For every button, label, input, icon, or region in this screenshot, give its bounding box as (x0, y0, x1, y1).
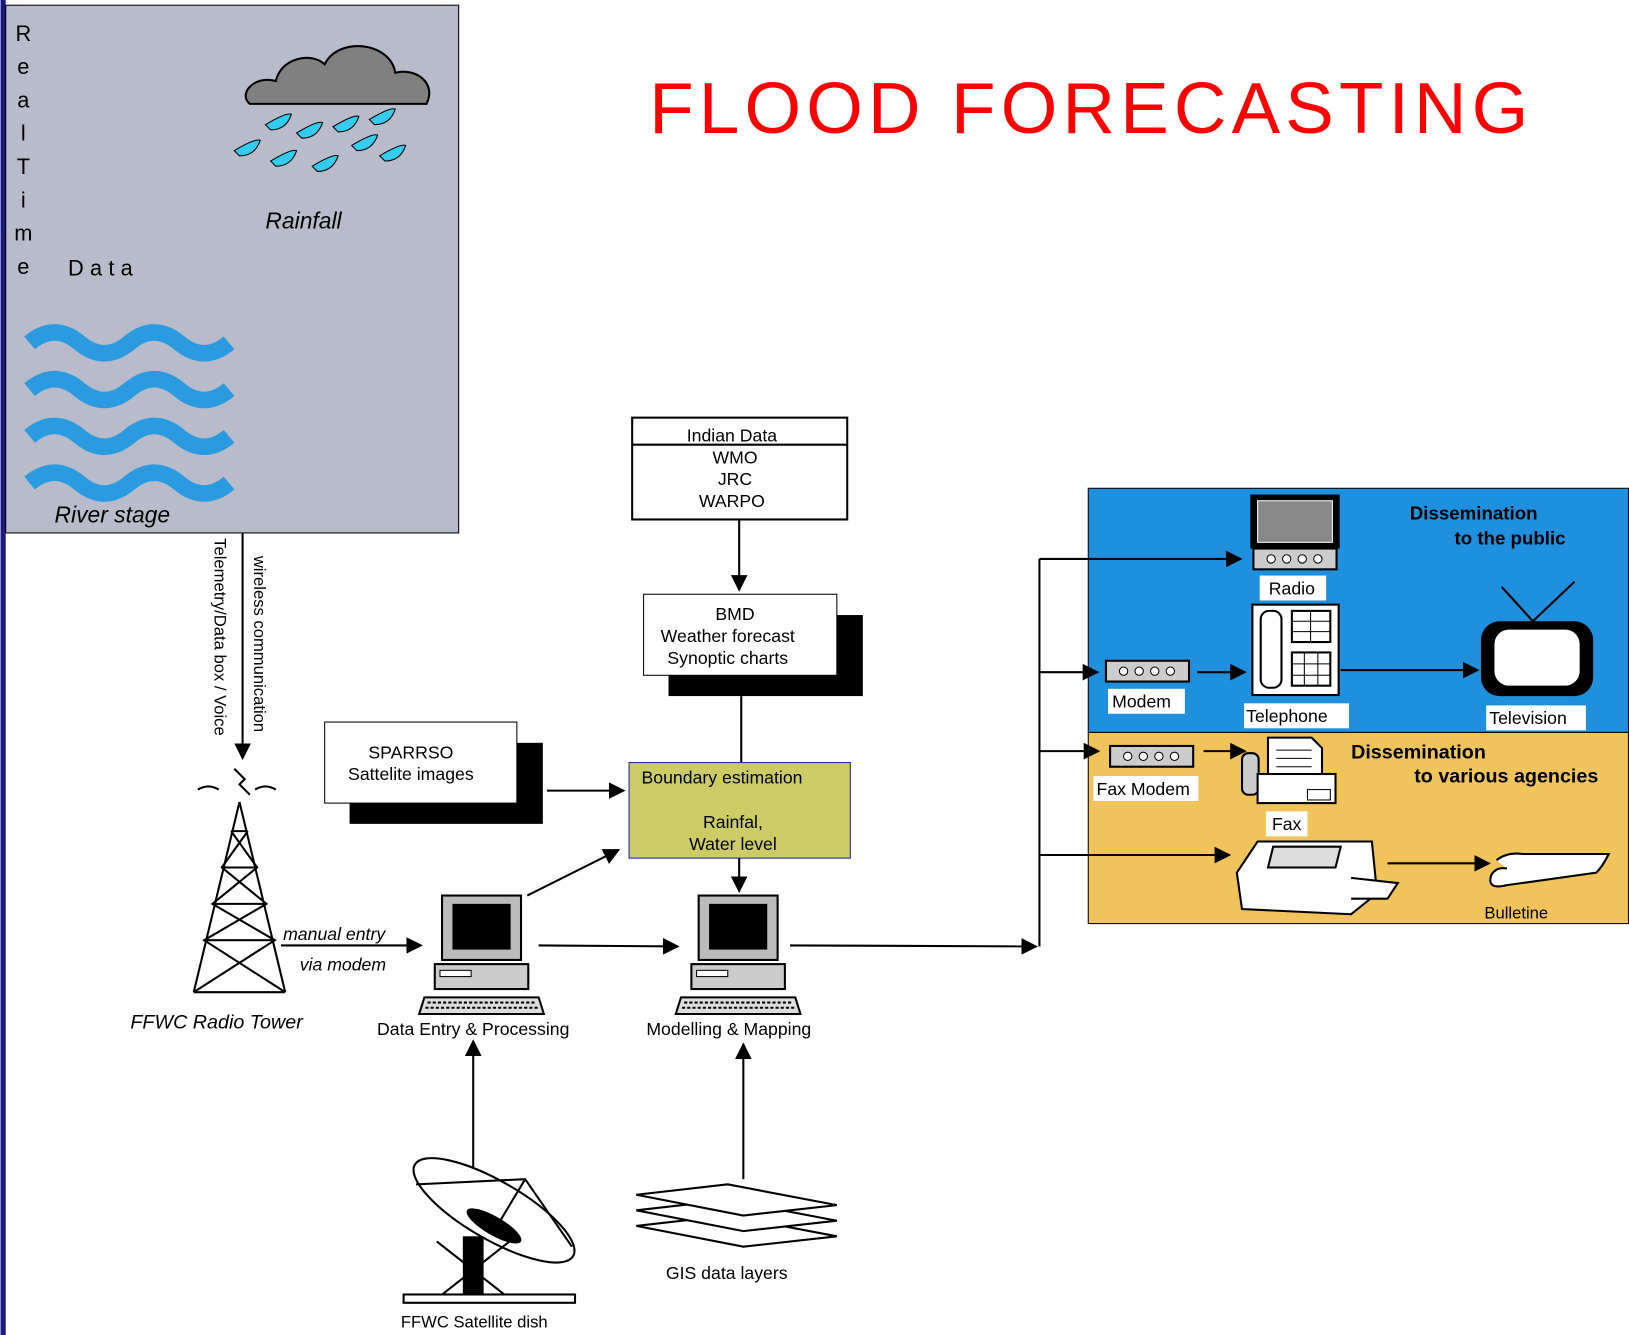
telephone-icon (1251, 603, 1340, 697)
title: FLOOD FORECASTING (649, 68, 1533, 149)
boundary-box (628, 762, 851, 859)
gis-layers (636, 1183, 838, 1248)
satellite-dish (402, 1157, 577, 1304)
label-bg (1265, 811, 1308, 837)
label-bg (1107, 688, 1185, 714)
sparrso-line: SPARRSO (368, 742, 453, 762)
modem-label: via modem (300, 954, 386, 974)
link-arrow (790, 938, 1038, 955)
manual-label: manual entry (283, 924, 386, 944)
bulletin-icon (1489, 852, 1611, 888)
gis-label: GIS data layers (666, 1263, 788, 1283)
data-label: Data (68, 255, 139, 280)
indian-box (631, 416, 849, 521)
realtime-label: RealTime (11, 21, 36, 288)
fax-modem-icon (1109, 744, 1195, 768)
television-icon (1480, 581, 1594, 697)
tower-label: FFWC Radio Tower (130, 1012, 304, 1034)
sparrso-line: Sattelite images (348, 764, 474, 784)
entry-computer (418, 894, 545, 1016)
rainfall-label: Rainfall (265, 208, 342, 234)
television-label: Television (1489, 708, 1567, 728)
indian-line: WMO (712, 447, 757, 467)
agencies-heading: to various agencies (1414, 765, 1598, 787)
entry-label: Data Entry & Processing (377, 1019, 569, 1039)
waves (24, 324, 235, 502)
sparrso-box (324, 721, 518, 804)
modelling-label: Modelling & Mapping (646, 1019, 811, 1039)
link-arrow (538, 938, 680, 955)
public-heading: Dissemination (1410, 502, 1538, 523)
fax-modem-label: Fax Modem (1097, 779, 1190, 799)
modem-icon (1104, 659, 1191, 683)
dish-label: FFWC Satellite dish (401, 1313, 548, 1332)
link-arrow (526, 848, 621, 897)
bmd-line: Synoptic charts (667, 648, 788, 668)
modem-label: Modem (1112, 691, 1171, 711)
telephone-label: Telephone (1246, 706, 1328, 726)
bmd-line: Weather forecast (661, 626, 795, 646)
left-stripe (0, 0, 6, 1335)
fax-label: Fax (1272, 814, 1302, 834)
cloud (244, 45, 431, 105)
label-bg (1244, 703, 1350, 729)
rain (233, 108, 407, 172)
indian-line: JRC (718, 469, 753, 489)
boundary-line: Rainfal, (703, 812, 763, 832)
radio-label: Radio (1269, 578, 1315, 598)
bulletin-label: Bulletine (1484, 903, 1548, 922)
boundary-line: Boundary estimation (642, 767, 803, 787)
bmd-line: BMD (715, 604, 754, 624)
wireless-label: wireless communication (250, 555, 269, 732)
printer-icon (1235, 840, 1400, 916)
fax-icon (1240, 736, 1337, 805)
public-heading: to the public (1455, 527, 1566, 548)
bmd-box (643, 593, 838, 676)
telemetry-label: Telemetry/Data box / Voice (211, 538, 230, 736)
modelling-computer (674, 894, 802, 1016)
label-bg (1093, 776, 1199, 801)
label-bg (1486, 705, 1586, 731)
river-label: River stage (55, 502, 171, 528)
boundary-line: Water level (689, 834, 777, 854)
radio-tower (192, 768, 287, 994)
indian-line: Indian Data (687, 426, 777, 446)
indian-line: WARPO (699, 491, 765, 511)
radio-icon (1250, 494, 1340, 571)
agencies-heading: Dissemination (1351, 741, 1486, 763)
label-bg (1259, 575, 1327, 601)
